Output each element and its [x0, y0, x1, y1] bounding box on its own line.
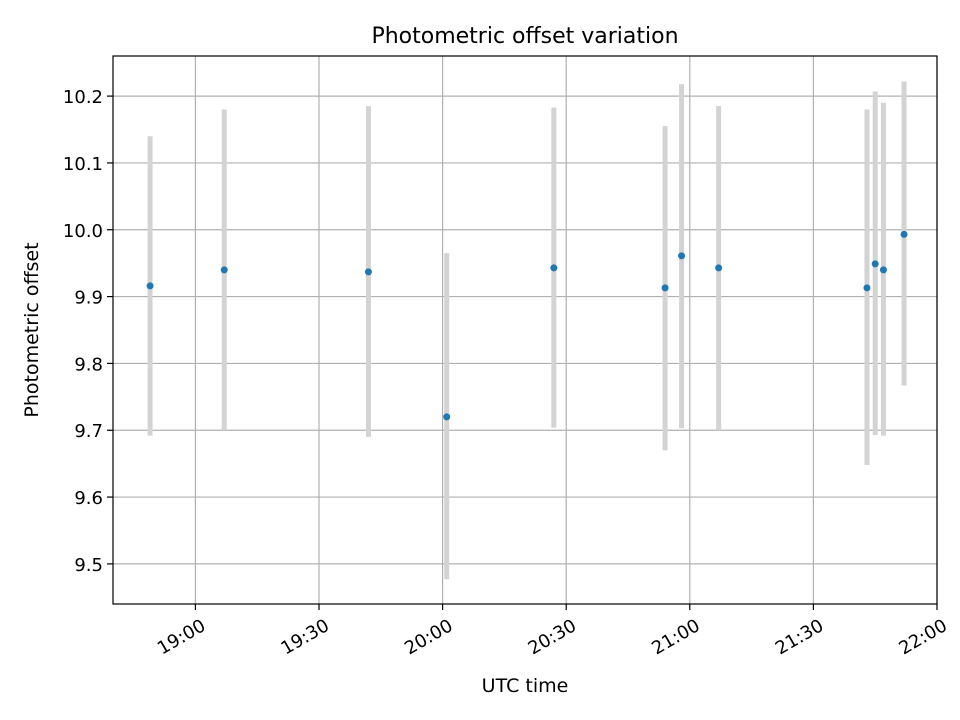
data-point	[443, 413, 451, 421]
data-point	[900, 230, 908, 238]
data-point	[661, 284, 669, 292]
y-tick-label: 9.6	[74, 488, 103, 509]
y-tick-label: 10.2	[63, 87, 103, 108]
data-point	[871, 260, 879, 268]
y-tick-label: 9.5	[74, 555, 103, 576]
data-point	[678, 252, 686, 260]
y-tick-label: 10.0	[63, 221, 103, 242]
data-points	[146, 230, 908, 421]
y-tick-label: 9.7	[74, 421, 103, 442]
y-tick-label: 10.1	[63, 154, 103, 175]
data-point	[863, 284, 871, 292]
data-point	[879, 266, 887, 274]
data-point	[550, 264, 558, 272]
y-tick-label: 9.9	[74, 288, 103, 309]
y-tick-label: 9.8	[74, 354, 103, 375]
data-point	[146, 282, 154, 290]
data-point	[220, 266, 228, 274]
chart-title: Photometric offset variation	[371, 24, 678, 49]
y-axis-label: Photometric offset	[21, 242, 43, 417]
data-point	[364, 268, 372, 276]
grid	[113, 56, 938, 604]
plot-frame	[112, 55, 938, 605]
data-point	[715, 264, 723, 272]
x-axis-label: UTC time	[482, 675, 569, 697]
